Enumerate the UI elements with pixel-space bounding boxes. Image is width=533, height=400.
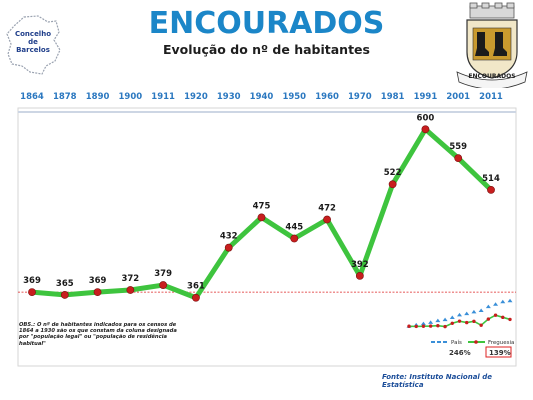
inset-legend: País Freguesia 246% 139%: [431, 339, 514, 358]
inset-freguesia-point: [472, 319, 476, 324]
inset-freguesia-point: [465, 320, 469, 325]
x-tick-label: 1940: [250, 92, 274, 102]
x-tick-label: 1991: [414, 92, 438, 102]
x-tick-label: 1920: [184, 92, 208, 102]
inset-freguesia-point: [443, 324, 447, 329]
data-point: [60, 291, 69, 299]
data-label: 432: [220, 232, 238, 242]
x-tick-label: 2001: [446, 92, 470, 102]
x-tick-label: 1960: [315, 92, 339, 102]
coat-of-arms-text: ENCOURADOS: [468, 73, 516, 80]
inset-pais-point: [420, 321, 426, 326]
data-point: [159, 281, 168, 289]
x-tick-label: 2011: [479, 92, 503, 102]
legend-pais-label: País: [451, 339, 462, 346]
x-tick-label: 1890: [86, 92, 110, 102]
map-outline-icon: [6, 15, 61, 75]
legend-freguesia-marker: [474, 340, 478, 344]
x-tick-label: 1970: [348, 92, 372, 102]
inset-pais-point: [485, 304, 491, 309]
inset-pais-point: [464, 311, 470, 316]
data-label: 365: [56, 279, 74, 289]
source-citation: Fonte: Instituto Nacional de Estatística: [382, 373, 493, 389]
x-tick-label: 1981: [381, 92, 405, 102]
page-subtitle: Evolução do nº de habitantes: [163, 42, 370, 57]
inset-freguesia-point: [479, 323, 483, 327]
pais-change-value: 246%: [449, 349, 471, 357]
inset-freguesia-point: [428, 324, 433, 328]
inset-freguesia-point: [508, 317, 512, 322]
x-tick-label: 1930: [217, 92, 241, 102]
plot-frame: [17, 107, 517, 367]
inset-pais-point: [435, 318, 441, 323]
inset-chart: País Freguesia 246% 139%: [406, 298, 514, 358]
data-label: 514: [482, 174, 500, 184]
data-point: [192, 293, 200, 302]
data-point: [224, 243, 233, 252]
inset-freguesia-point: [501, 315, 505, 320]
inset-freguesia-point: [414, 324, 418, 329]
crown-icon: [469, 2, 515, 19]
inset-freguesia-point: [457, 319, 462, 323]
inset-freguesia-point: [421, 324, 426, 328]
data-label: 522: [384, 168, 402, 178]
data-point: [257, 213, 266, 222]
inset-pais-point: [449, 315, 455, 319]
boots-icon: [475, 32, 507, 56]
inset-freguesia-point: [436, 324, 440, 328]
data-point: [454, 154, 463, 163]
page-title: ENCOURADOS: [148, 6, 385, 41]
x-tick-label: 1900: [119, 92, 143, 102]
inset-pais-point: [478, 308, 484, 312]
data-label: 379: [154, 269, 172, 279]
data-point: [290, 234, 299, 243]
inset-freguesia-point: [486, 317, 491, 321]
freguesia-change-box: [485, 346, 512, 358]
data-point: [388, 180, 397, 189]
data-point: [323, 215, 331, 224]
data-label: 559: [449, 142, 467, 152]
footnote: OBS.: O nº de habitantes indicados para …: [19, 322, 177, 347]
inset-freguesia-point: [450, 321, 454, 325]
inset-pais-point: [507, 298, 513, 303]
freguesia-change-value: 139%: [489, 349, 511, 357]
x-tick-label: 1911: [151, 92, 175, 102]
coat-of-arms: ENCOURADOS: [455, 2, 529, 90]
data-label: 392: [351, 260, 369, 270]
data-point: [93, 288, 102, 297]
map-badge-label: Concelho de Barcelos: [14, 30, 52, 54]
data-label: 600: [417, 113, 435, 123]
x-tick-label: 1864: [20, 92, 44, 102]
inset-pais-point: [442, 317, 448, 322]
data-point: [487, 185, 495, 194]
inset-pais-point: [428, 320, 434, 324]
data-label: 361: [187, 282, 205, 292]
legend-freguesia-label: Freguesia: [488, 340, 514, 346]
inset-pais-point: [471, 309, 477, 314]
inset-pais-point: [500, 299, 506, 304]
data-label: 369: [89, 276, 107, 286]
data-label: 372: [121, 274, 139, 284]
x-tick-label: 1878: [53, 92, 77, 102]
data-label: 369: [23, 276, 41, 286]
data-point: [355, 271, 364, 280]
data-label: 445: [285, 223, 303, 233]
data-point: [126, 286, 135, 294]
data-label: 472: [318, 203, 336, 213]
inset-freguesia-point: [493, 313, 498, 317]
x-tick-label: 1950: [282, 92, 306, 102]
data-point: [421, 125, 430, 134]
data-label: 475: [253, 201, 271, 211]
inset-freguesia-point: [407, 324, 411, 328]
inset-pais-point: [493, 302, 499, 306]
inset-pais-point: [457, 312, 462, 317]
municipality-map-badge: [4, 14, 62, 76]
data-point: [28, 288, 36, 297]
